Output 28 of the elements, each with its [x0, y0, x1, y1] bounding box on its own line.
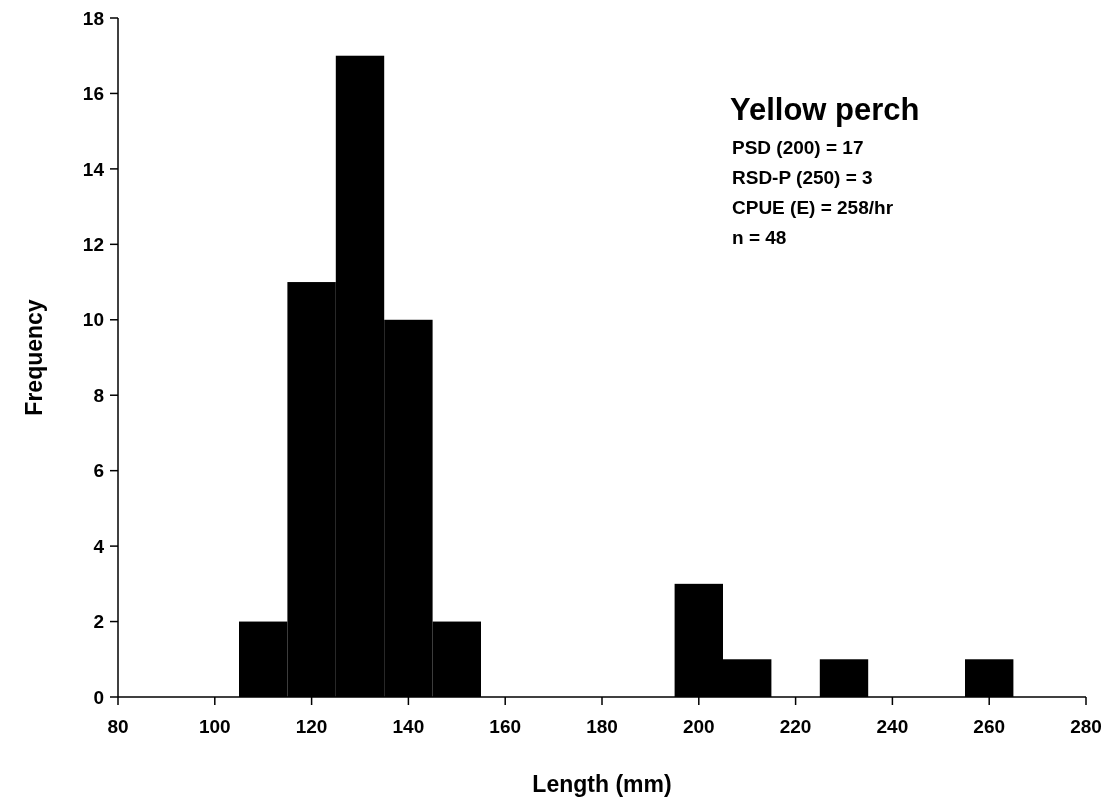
x-tick-label: 280: [1070, 716, 1102, 737]
y-tick-label: 8: [93, 384, 104, 406]
y-tick-label: 2: [93, 611, 104, 633]
y-tick-label: 10: [82, 309, 104, 331]
x-tick-label: 120: [295, 716, 328, 737]
x-tick-label: 260: [973, 716, 1006, 737]
x-tick-label: 240: [876, 716, 909, 737]
y-tick-label: 12: [82, 233, 104, 255]
y-tick-label: 4: [93, 535, 105, 557]
y-tick-label: 18: [82, 7, 104, 29]
x-axis-title: Length (mm): [532, 771, 672, 797]
x-tick-label: 160: [489, 716, 522, 737]
x-tick-label: 80: [107, 716, 129, 737]
x-tick-label: 200: [682, 716, 715, 737]
x-tick-label: 220: [779, 716, 812, 737]
y-tick-label: 14: [82, 158, 105, 180]
x-tick-label: 140: [392, 716, 425, 737]
y-tick-label: 16: [82, 83, 104, 105]
annotation: CPUE (E) = 258/hr: [732, 197, 894, 218]
annotation: n = 48: [732, 227, 787, 248]
annotation: PSD (200) = 17: [732, 137, 864, 158]
x-tick-label: 100: [198, 716, 231, 737]
annotation: RSD-P (250) = 3: [732, 167, 873, 188]
text: Yellow perch: [730, 92, 920, 127]
x-tick-label: 180: [586, 716, 618, 737]
y-axis-title: Frequency: [21, 299, 47, 416]
y-tick-label: 0: [93, 686, 104, 708]
y-tick-label: 6: [93, 460, 104, 482]
